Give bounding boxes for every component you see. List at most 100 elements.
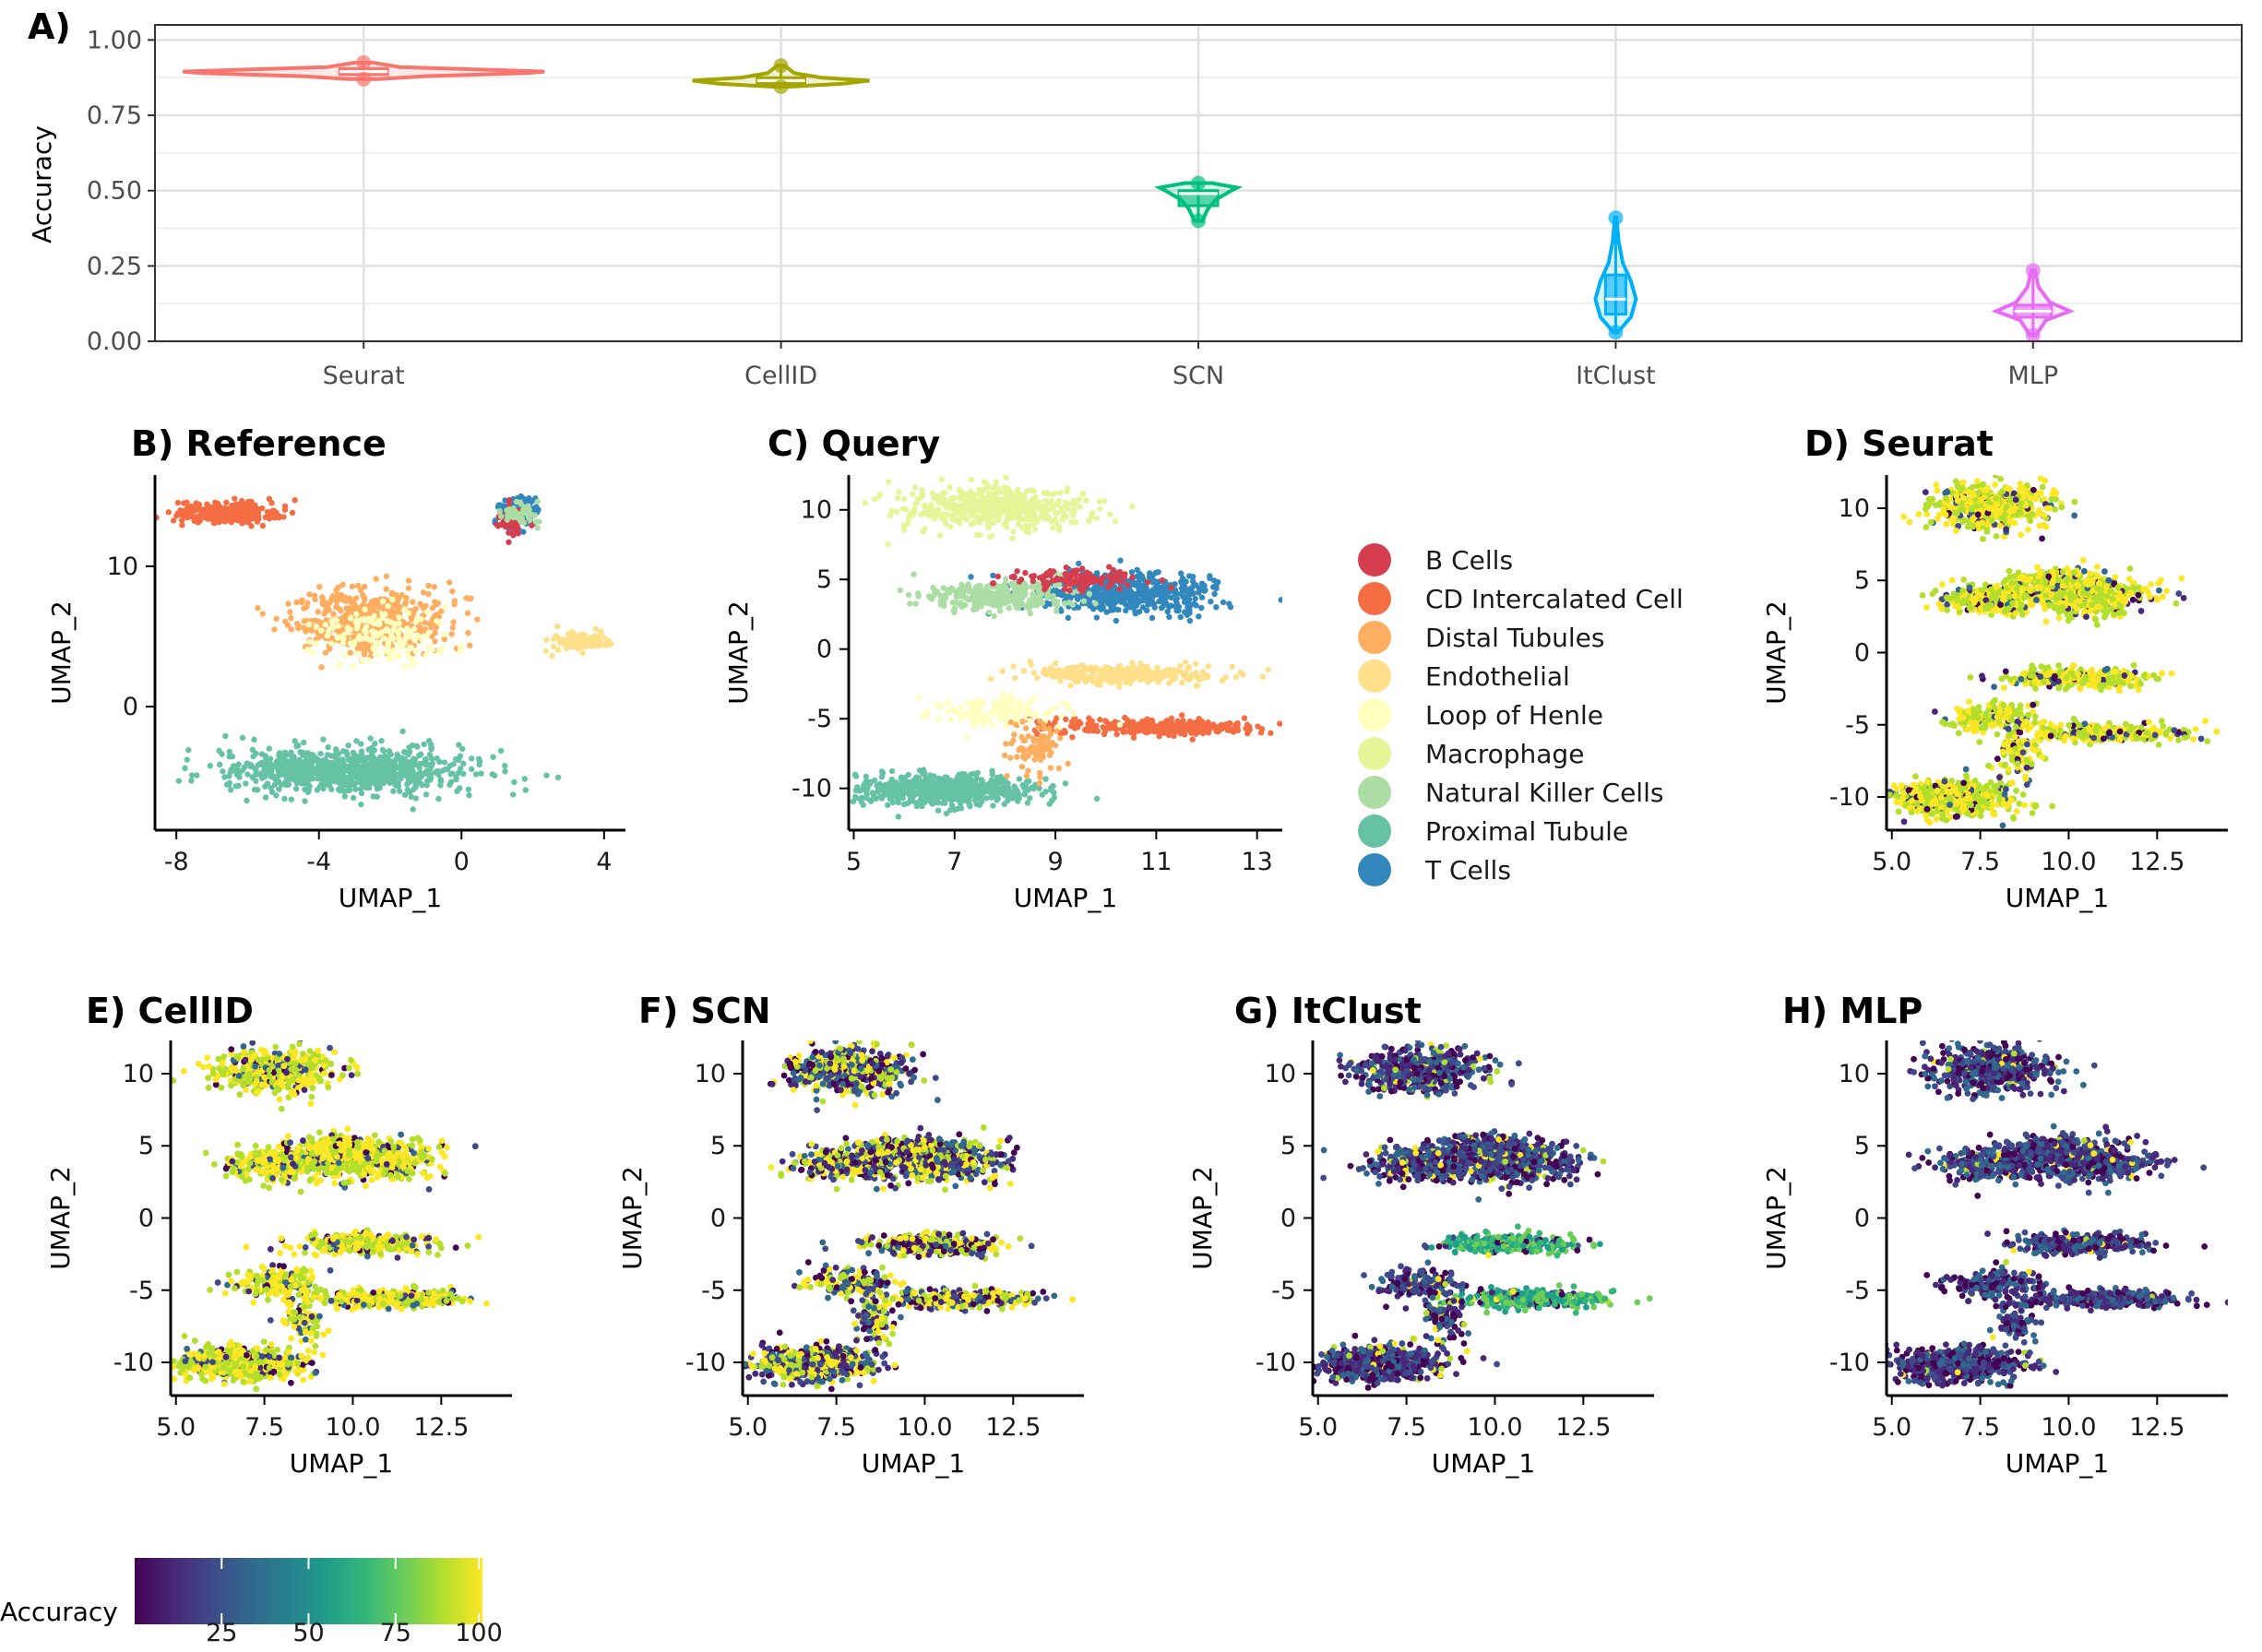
umap-point [1133,602,1139,609]
umap-point [991,491,997,497]
umap-point [292,765,299,771]
umap-point [1127,604,1134,611]
umap-point [374,793,380,800]
umap-point [335,584,341,591]
umap-point [946,807,954,814]
umap-point [1205,719,1211,726]
umap-point [927,509,934,516]
umap-point [496,507,503,515]
umap-point [1058,505,1065,511]
umap-point [350,759,357,767]
umap-point [1241,715,1248,721]
umap-point [553,633,560,639]
umap-point [1002,778,1009,785]
umap-point [1079,565,1086,572]
umap-point [327,774,335,780]
umap-point [1112,517,1119,525]
umap-point [947,716,954,723]
umap-point [927,774,934,780]
umap-point [873,795,879,802]
umap-point [328,753,335,759]
umap-point [387,651,393,658]
umap-point [478,770,484,777]
umap-point [447,778,455,785]
violin-outlier [773,58,789,74]
umap-point [404,625,411,632]
umap-point [1061,600,1068,607]
umap-point [1046,600,1054,608]
umap-point [195,506,201,513]
umap-point [974,793,981,801]
umap-point [1070,567,1077,574]
umap-point [1028,487,1035,493]
umap-point [437,776,444,783]
umap-point [400,763,407,769]
umap-point [365,657,372,663]
umap-point [1076,719,1082,725]
umap-point [894,795,901,802]
umap-point [949,778,956,785]
umap-point [1059,699,1066,706]
umap-point [402,663,409,670]
umap-point [453,755,459,763]
umap-point [367,735,374,742]
umap-point [427,742,435,748]
umap-point [379,767,386,774]
umap-point [1135,728,1142,734]
umap-point [414,743,421,750]
umap-point [437,649,444,656]
umap-point [1027,610,1034,617]
umap-point [370,765,376,771]
umap-point [982,711,990,719]
umap-point [339,581,346,588]
umap-point [1056,527,1063,533]
umap-point [921,510,927,517]
umap-point [1129,503,1136,510]
umap-point [1213,726,1220,732]
umap-point [1052,509,1059,517]
umap-point [1003,576,1009,583]
umap-point [1047,707,1054,714]
umap-point [420,605,427,612]
umap-point [521,509,528,517]
umap-point [405,585,412,591]
umap-point [414,632,422,639]
umap-point [1151,604,1158,611]
umap-point [340,636,347,643]
umap-point [334,763,341,769]
umap-point [345,756,351,763]
umap-point [979,491,985,498]
umap-point [253,778,259,784]
umap-point [388,633,395,639]
umap-point [962,777,970,784]
umap-point [1098,671,1104,677]
umap-point [410,599,416,605]
umap-point [255,505,262,513]
y-tick-label: 0.75 [87,101,142,130]
umap-point [268,500,275,506]
umap-point [1201,725,1208,732]
umap-point [995,517,1002,523]
umap-point [1186,664,1193,671]
umap-point [901,527,908,533]
umap-point [1093,795,1101,802]
umap-point [994,774,1001,781]
umap-point [1032,595,1040,601]
umap-point [1094,570,1101,576]
umap-point [1005,709,1011,716]
umap-point [958,805,965,812]
umap-point [837,798,842,803]
umap-point [1201,582,1208,589]
umap-point [174,499,182,506]
umap-point [996,608,1004,614]
umap-point [226,507,232,514]
y-tick-label: 0.50 [87,177,142,206]
umap-point [1174,718,1181,724]
umap-point [1166,680,1173,686]
umap-point [350,794,357,802]
umap-point [1009,595,1016,601]
umap-point [1028,515,1034,521]
umap-point [285,760,292,767]
umap-point [458,648,464,654]
umap-point [1165,672,1173,679]
